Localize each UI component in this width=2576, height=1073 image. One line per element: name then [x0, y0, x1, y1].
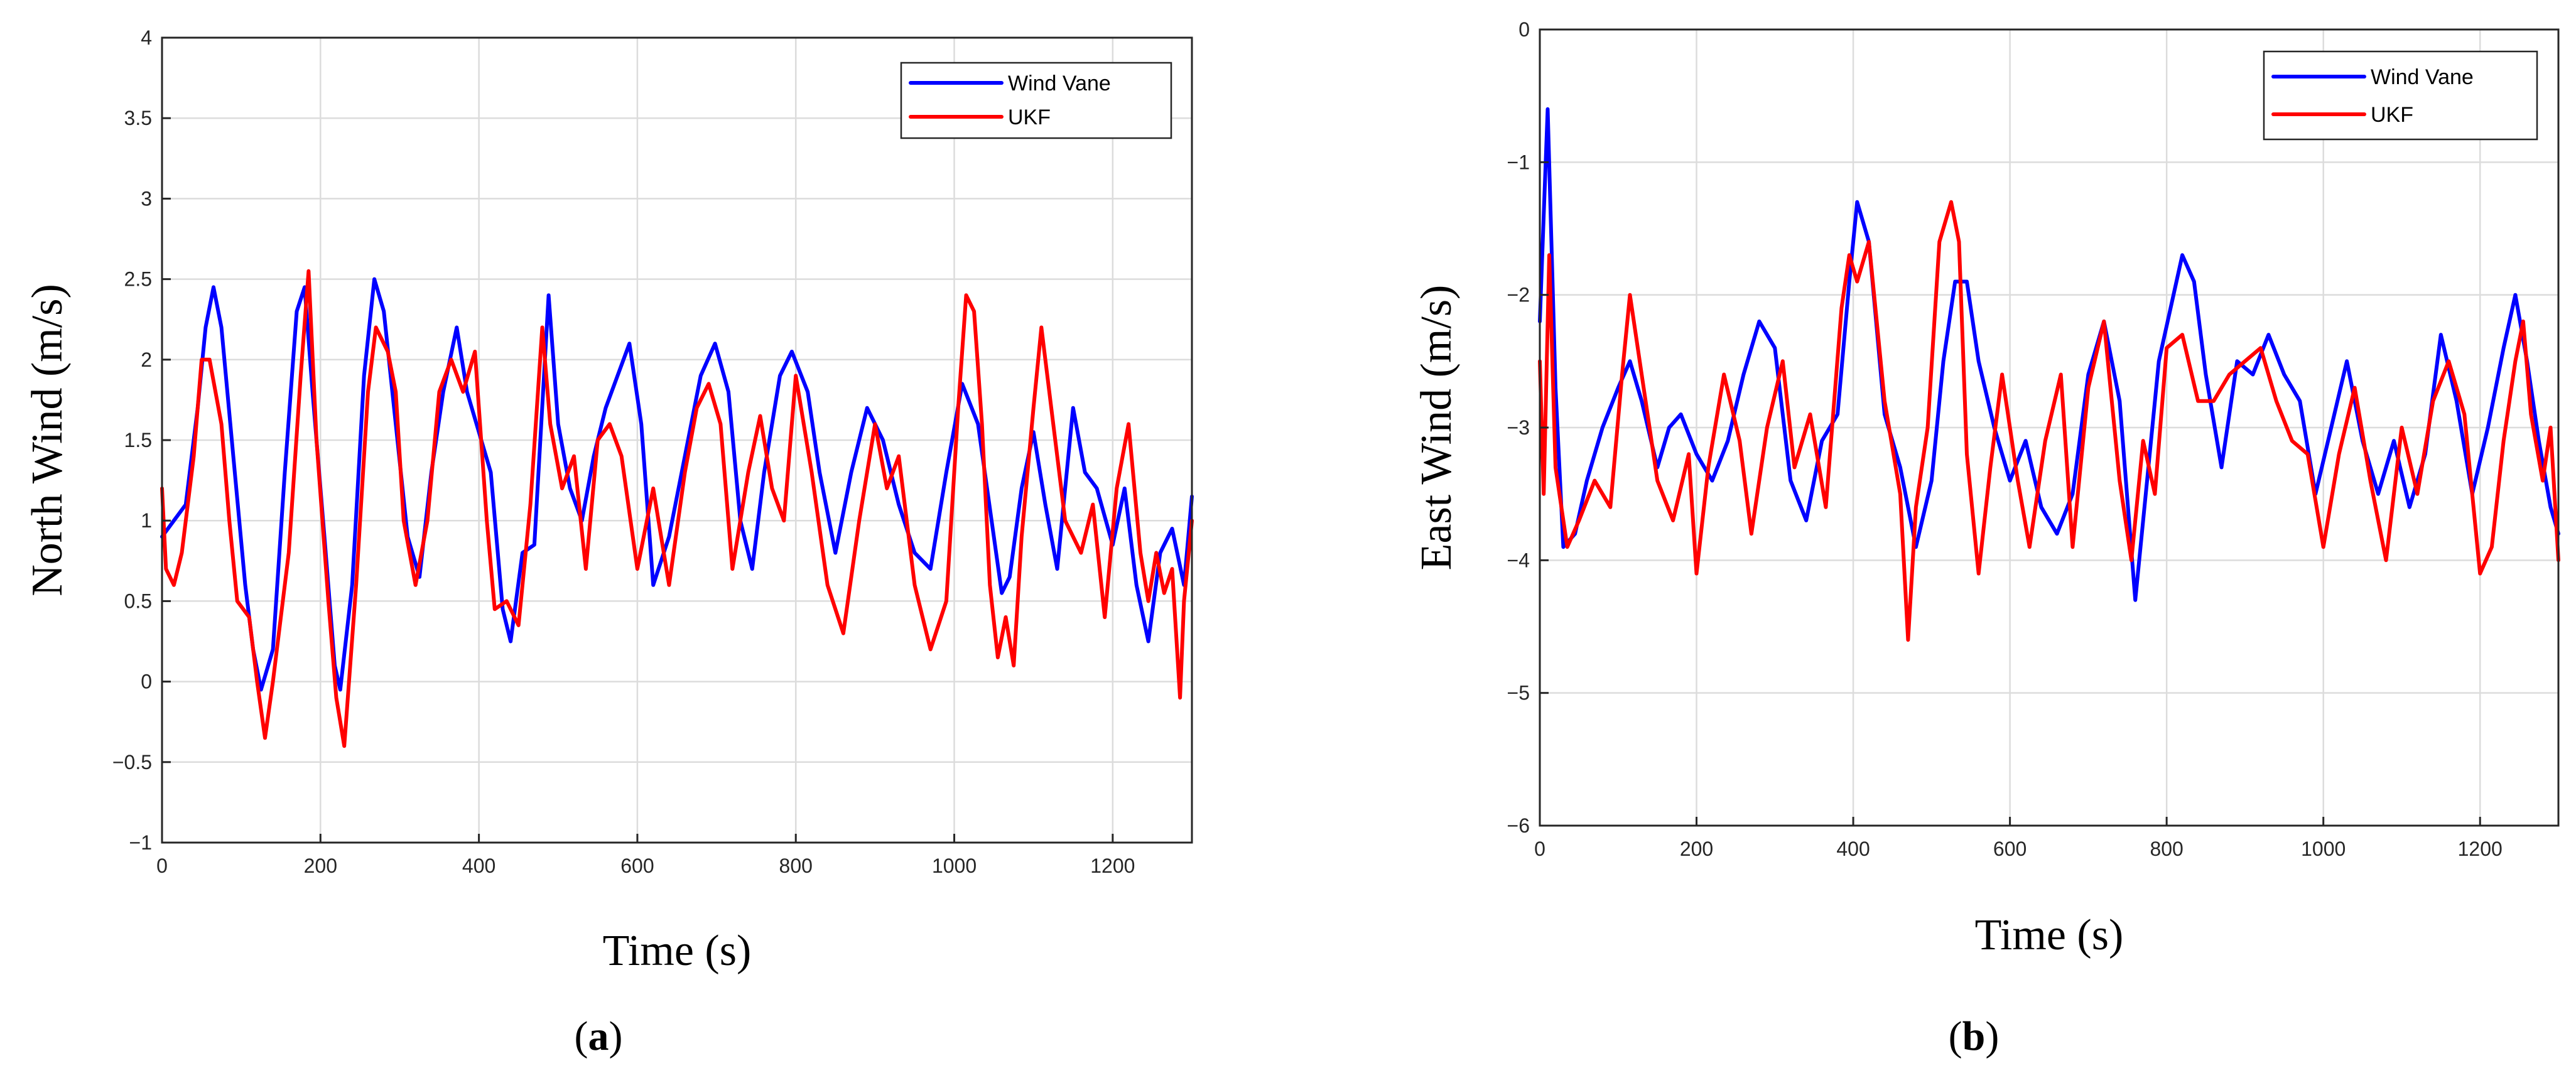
- series-b: [1538, 107, 2560, 642]
- y-tick-label: 0.5: [124, 590, 152, 612]
- caption-b: (b): [1949, 1013, 2000, 1059]
- legend-label-ukf: UKF: [2371, 103, 2413, 127]
- y-tick-label: −1: [129, 831, 152, 854]
- legend-b: Wind Vane UKF: [2263, 50, 2538, 141]
- y-tick-label: −4: [1507, 549, 1530, 571]
- x-ticks-a: 0 200 400 600 800 1000 1200: [156, 834, 1135, 877]
- x-tick-label: 200: [304, 855, 337, 877]
- x-axis-label-b: Time (s): [1975, 911, 2124, 959]
- legend-label-wind-vane: Wind Vane: [1008, 72, 1111, 95]
- y-ticks-a: −1 −0.5 0 0.5 1 1.5 2 2.5 3 3.5 4: [112, 26, 171, 854]
- x-tick-label: 1200: [1090, 855, 1135, 877]
- legend-label-ukf: UKF: [1008, 105, 1051, 129]
- y-tick-label: 0: [141, 671, 152, 693]
- x-axis-label-a: Time (s): [603, 927, 752, 975]
- y-tick-label: 2.5: [124, 268, 152, 291]
- y-tick-label: 3.5: [124, 107, 152, 129]
- x-tick-label: 0: [1534, 838, 1545, 860]
- series-line-ukf: [160, 269, 1194, 748]
- legend-a: Wind Vane UKF: [900, 62, 1172, 139]
- y-tick-label: 3: [141, 187, 152, 210]
- series-line-wind-vane: [1538, 107, 2560, 602]
- x-tick-label: 800: [779, 855, 813, 877]
- x-tick-label: 0: [156, 855, 168, 877]
- series-line-ukf: [1538, 200, 2560, 642]
- panel-b: −6 −5 −4 −3 −2 −1 0 0 200 400 600 800 1000 1200 Wind…: [1412, 18, 2560, 1059]
- legend-box-b: [2263, 50, 2538, 141]
- x-tick-label: 400: [1836, 838, 1870, 860]
- caption-letter-b: b: [1962, 1013, 1986, 1059]
- y-tick-label: −2: [1507, 284, 1530, 306]
- y-axis-label-b: East Wind (m/s): [1412, 285, 1461, 571]
- y-tick-label: 0: [1518, 18, 1530, 41]
- panel-a: −1 −0.5 0 0.5 1 1.5 2 2.5 3 3.5 4 0 200 400 600 800 100…: [23, 26, 1194, 1059]
- x-tick-label: 600: [1993, 838, 2027, 860]
- y-tick-label: 1: [141, 509, 152, 532]
- x-tick-label: 1200: [2458, 838, 2503, 860]
- y-tick-label: 1.5: [124, 429, 152, 451]
- y-axis-label-a: North Wind (m/s): [23, 284, 72, 596]
- y-tick-label: −0.5: [112, 751, 152, 774]
- caption-a: (a): [575, 1013, 623, 1059]
- x-ticks-b: 0 200 400 600 800 1000 1200: [1534, 817, 2503, 860]
- x-tick-label: 1000: [2301, 838, 2346, 860]
- x-tick-label: 800: [2150, 838, 2183, 860]
- legend-label-wind-vane: Wind Vane: [2371, 65, 2474, 89]
- y-tick-label: −3: [1507, 416, 1530, 439]
- y-tick-label: 4: [141, 26, 152, 49]
- x-tick-label: 400: [462, 855, 495, 877]
- caption-letter-a: a: [588, 1013, 609, 1059]
- x-tick-label: 600: [620, 855, 654, 877]
- series-a: [160, 269, 1194, 748]
- y-tick-label: 2: [141, 348, 152, 371]
- y-tick-label: −5: [1507, 682, 1530, 704]
- x-tick-label: 1000: [932, 855, 977, 877]
- legend-box-a: [900, 62, 1172, 139]
- y-tick-label: −1: [1507, 151, 1530, 173]
- x-tick-label: 200: [1680, 838, 1713, 860]
- y-ticks-b: −6 −5 −4 −3 −2 −1 0: [1507, 18, 1549, 837]
- y-tick-label: −6: [1507, 814, 1530, 837]
